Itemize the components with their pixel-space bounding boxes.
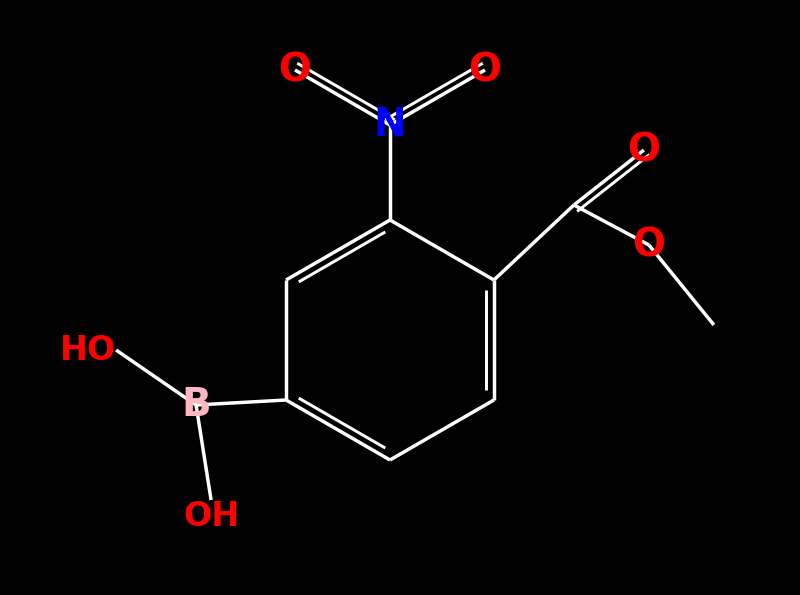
Text: O: O (633, 226, 666, 264)
Text: N: N (374, 106, 406, 144)
Text: O: O (627, 131, 661, 169)
Text: O: O (278, 51, 311, 89)
Text: B: B (182, 386, 211, 424)
Text: O: O (469, 51, 502, 89)
Text: HO: HO (60, 334, 116, 367)
Text: OH: OH (183, 500, 239, 533)
